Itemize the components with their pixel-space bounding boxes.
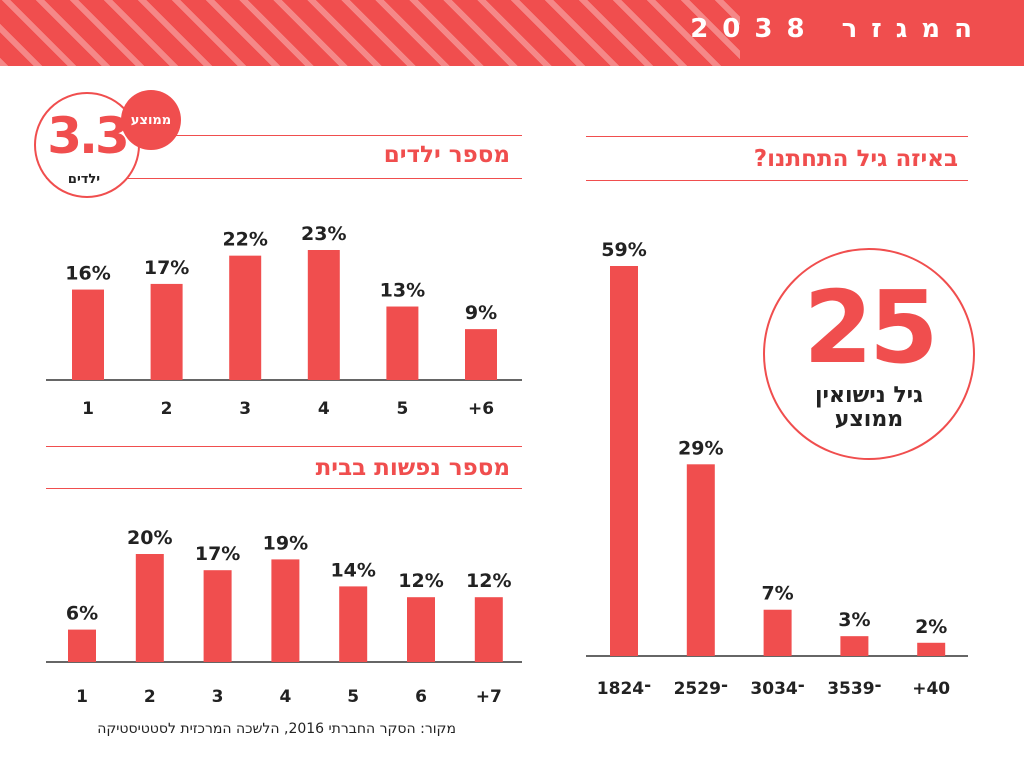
- marriage-age-bar-chart: 59% 18־24 29% 25־29 7% 30־34 3% 35־39 2% +40: [586, 239, 968, 699]
- marriage_age-category-label-3: 35־39: [827, 679, 881, 699]
- children-category-label-1: 2: [161, 399, 173, 419]
- marriage-age-badge: [763, 248, 975, 460]
- household-value-label-5: 12%: [398, 570, 443, 592]
- children-bar-1: [150, 283, 183, 380]
- marriage_age-value-label-4: 2%: [915, 616, 947, 638]
- children-rule-top: [46, 135, 522, 136]
- children-value-label-1: 17%: [144, 257, 189, 279]
- children-rule-bottom: [46, 178, 522, 179]
- children-bar-5: [465, 329, 497, 380]
- children-value-label-4: 13%: [380, 280, 425, 302]
- children-bar-3: [307, 250, 340, 380]
- marriage-age-label-line2: ממוצע: [834, 407, 904, 432]
- children-category-label-3: 4: [318, 399, 330, 419]
- household-bar-6: [474, 597, 503, 662]
- household-bar-4: [339, 586, 368, 662]
- household-bar-chart: 6% 1 20% 2 17% 3 19% 4 14% 5 12% 6 12% +7: [46, 527, 522, 707]
- household-category-label-5: 6: [415, 687, 427, 707]
- children-value-label-0: 16%: [65, 263, 110, 285]
- children-category-label-4: 5: [396, 399, 408, 419]
- household-section-title: מספר נפשות בבית: [315, 455, 510, 481]
- magazine-title: המגזר 2038: [690, 14, 986, 44]
- household-value-label-6: 12%: [466, 570, 511, 592]
- marriage_age-bar-2: [763, 609, 792, 656]
- marriage-age-label-line1: גיל נישואין: [814, 383, 923, 408]
- household-bar-1: [135, 554, 164, 662]
- age-rule-top: [586, 136, 968, 137]
- children-category-label-5: +6: [468, 399, 494, 419]
- marriage_age-bar-1: [686, 464, 715, 656]
- marriage_age-value-label-2: 7%: [761, 583, 793, 605]
- household-value-label-4: 14%: [330, 559, 375, 581]
- children-average-unit: ילדים: [67, 172, 101, 187]
- household-category-label-2: 3: [212, 687, 224, 707]
- children-bar-4: [386, 306, 419, 380]
- children-average-value: 3.3: [47, 107, 130, 165]
- marriage-age-label: גיל נישואין ממוצע: [763, 384, 975, 432]
- household-category-label-1: 2: [144, 687, 156, 707]
- household-category-label-0: 1: [76, 687, 88, 707]
- household-value-label-0: 6%: [66, 603, 98, 625]
- children-section-title: מספר ילדים: [383, 142, 510, 168]
- marriage_age-value-label-3: 3%: [838, 609, 870, 631]
- household-category-label-3: 4: [279, 687, 291, 707]
- children-bar-chart: 16% 1 17% 2 22% 3 23% 4 13% 5 9% +6: [46, 223, 522, 419]
- marriage_age-category-label-4: +40: [912, 679, 950, 699]
- children-category-label-0: 1: [82, 399, 94, 419]
- household-bar-5: [407, 597, 435, 662]
- household-rule-top: [46, 446, 522, 447]
- children-value-label-5: 9%: [465, 302, 497, 324]
- children-category-label-2: 3: [239, 399, 251, 419]
- children-bar-0: [72, 289, 104, 380]
- age-section-title: באיזה גיל התחתנו?: [753, 146, 958, 172]
- header-title-band: [740, 0, 1024, 66]
- marriage_age-category-label-1: 25־29: [674, 679, 728, 699]
- household-value-label-1: 20%: [127, 527, 172, 549]
- marriage_age-value-label-0: 59%: [601, 239, 646, 261]
- children-bar-2: [229, 255, 262, 380]
- household-bar-3: [271, 559, 300, 662]
- household-category-label-4: 5: [347, 687, 359, 707]
- household-value-label-2: 17%: [195, 543, 240, 565]
- source-note: מקור: הסקר החברתי 2016, הלשכה המרכזית לס…: [97, 721, 456, 737]
- household-value-label-3: 19%: [263, 532, 308, 554]
- children-value-label-2: 22%: [222, 229, 267, 251]
- household-rule-bottom: [46, 488, 522, 489]
- age-rule-bottom: [586, 180, 968, 181]
- marriage_age-category-label-2: 30־34: [750, 679, 804, 699]
- marriage_age-bar-0: [610, 266, 638, 656]
- household-bar-2: [203, 570, 232, 662]
- children-value-label-3: 23%: [301, 223, 346, 245]
- marriage_age-bar-4: [917, 642, 946, 656]
- household-category-label-6: +7: [476, 687, 502, 707]
- marriage_age-value-label-1: 29%: [678, 437, 723, 459]
- household-bar-0: [68, 629, 96, 662]
- marriage_age-bar-3: [840, 636, 869, 656]
- marriage_age-category-label-0: 18־24: [597, 679, 651, 699]
- marriage-age-value: 25: [803, 269, 938, 386]
- average-tag: ממוצע: [121, 90, 181, 150]
